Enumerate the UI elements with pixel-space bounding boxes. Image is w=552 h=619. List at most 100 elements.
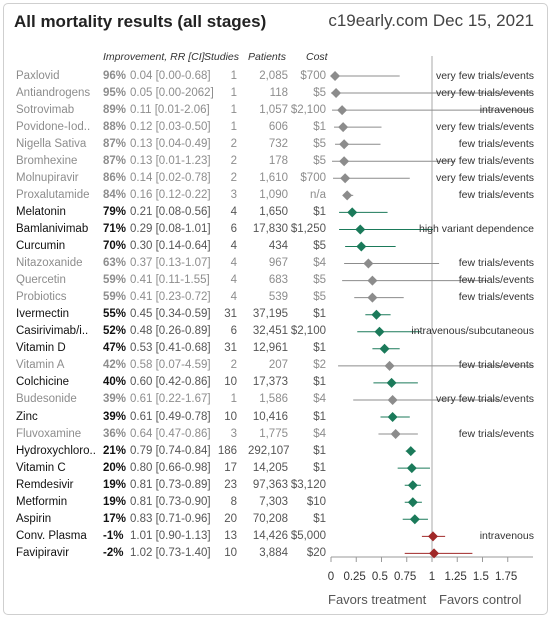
point-estimate-diamond xyxy=(342,190,353,201)
cell-name: Melatonin xyxy=(16,205,66,218)
cell-rr-text: 0.16 [0.12-0.22] xyxy=(130,188,211,201)
cell-studies: 10 xyxy=(224,376,237,389)
point-estimate-diamond xyxy=(407,497,418,508)
row-note: few trials/events xyxy=(458,137,534,150)
cell-name: Probiotics xyxy=(16,291,67,304)
cell-studies: 6 xyxy=(230,325,237,338)
x-tick-label: 0.25 xyxy=(343,571,366,583)
cell-cost: $5 xyxy=(313,274,326,287)
header-studies: Studies xyxy=(204,51,240,63)
cell-cost: $2,100 xyxy=(290,325,326,338)
cell-improvement: 21% xyxy=(103,444,127,457)
cell-patients: 97,363 xyxy=(252,478,288,491)
cell-studies: 1 xyxy=(230,69,237,82)
cell-cost: $2,100 xyxy=(290,103,326,116)
row-note: very few trials/events xyxy=(435,154,534,167)
cell-improvement: 39% xyxy=(103,410,127,423)
table-row: Molnupiravir 86% 0.14 [0.02-0.78] 2 1,610 $70… xyxy=(0,170,552,187)
cell-name: Remdesivir xyxy=(16,478,74,491)
cell-studies: 6 xyxy=(230,222,237,235)
table-row: Nitazoxanide 63% 0.37 [0.13-1.07] 4 967 $4 xyxy=(0,255,552,272)
favors-control-label: Favors control xyxy=(439,592,522,607)
cell-name: Ivermectin xyxy=(16,308,70,321)
table-row: Curcumin 70% 0.30 [0.14-0.64] 4 434 $5 xyxy=(0,238,552,255)
cell-patients: 292,107 xyxy=(248,444,290,457)
cell-studies: 4 xyxy=(230,274,237,287)
table-row: Colchicine 40% 0.60 [0.42-0.86] 10 17,373 $1 xyxy=(0,374,552,391)
row-note: very few trials/events xyxy=(435,120,534,133)
cell-improvement: 84% xyxy=(103,188,127,201)
cell-rr-text: 0.29 [0.08-1.01] xyxy=(130,222,211,235)
source-date: c19early.com Dec 15, 2021 xyxy=(328,11,534,30)
cell-studies: 13 xyxy=(224,529,237,542)
cell-name: Favipiravir xyxy=(16,546,70,559)
cell-improvement: 86% xyxy=(103,171,127,184)
cell-cost: $1 xyxy=(313,410,326,423)
chart-frame xyxy=(3,3,548,615)
point-estimate-diamond xyxy=(356,241,367,252)
cell-rr-text: 0.45 [0.34-0.59] xyxy=(130,308,211,321)
row-note: intravenous xyxy=(479,529,534,542)
cell-improvement: 96% xyxy=(103,69,127,82)
table-row: Bamlanivimab 71% 0.29 [0.08-1.01] 6 17,830 $1… xyxy=(0,221,552,238)
cell-cost: $5 xyxy=(313,154,326,167)
cell-cost: $5,000 xyxy=(290,529,326,542)
x-tick-label: 0.5 xyxy=(371,571,388,583)
cell-name: Zinc xyxy=(16,410,38,423)
cell-rr-text: 0.41 [0.11-1.55] xyxy=(130,274,210,287)
cell-improvement: 63% xyxy=(103,257,127,270)
cell-patients: 732 xyxy=(268,137,288,150)
point-estimate-diamond xyxy=(374,326,385,337)
point-estimate-diamond xyxy=(340,173,351,184)
table-row: Quercetin 59% 0.41 [0.11-1.55] 4 683 $5 xyxy=(0,272,552,289)
cell-improvement: 47% xyxy=(103,342,127,355)
cell-name: Vitamin D xyxy=(16,342,66,355)
point-estimate-diamond xyxy=(331,88,342,99)
x-tick-label: 0.75 xyxy=(393,571,417,583)
point-estimate-diamond xyxy=(386,377,397,388)
cell-rr-text: 0.12 [0.03-0.50] xyxy=(130,120,211,133)
cell-name: Fluvoxamine xyxy=(16,427,82,440)
point-estimate-diamond xyxy=(387,412,398,422)
cell-improvement: 42% xyxy=(103,359,127,372)
cell-studies: 1 xyxy=(230,120,237,133)
cell-cost: $1 xyxy=(313,376,326,389)
cell-studies: 3 xyxy=(230,427,237,440)
row-note: few trials/events xyxy=(458,257,534,270)
cell-name: Metformin xyxy=(16,495,68,508)
table-row: Budesonide 39% 0.61 [0.22-1.67] 1 1,586 $4 xyxy=(0,391,552,408)
point-estimate-diamond xyxy=(406,463,417,474)
cell-improvement: 19% xyxy=(103,478,127,491)
cell-rr-text: 0.41 [0.23-0.72] xyxy=(130,291,211,304)
cell-patients: 37,195 xyxy=(252,308,288,321)
cell-patients: 3,884 xyxy=(259,546,288,559)
cell-rr-text: 0.81 [0.73-0.89] xyxy=(130,478,211,491)
cell-improvement: 79% xyxy=(103,205,127,218)
cell-improvement: 95% xyxy=(103,86,127,99)
cell-patients: 12,961 xyxy=(252,342,288,355)
point-estimate-diamond xyxy=(338,122,349,133)
row-note: high variant dependence xyxy=(418,222,534,235)
cell-patients: 967 xyxy=(268,257,288,270)
cell-cost: $1 xyxy=(313,342,326,355)
cell-studies: 3 xyxy=(230,188,237,201)
cell-rr-text: 0.30 [0.14-0.64] xyxy=(130,240,211,252)
cell-rr-text: 0.48 [0.26-0.89] xyxy=(130,325,211,338)
table-row: Ivermectin 55% 0.45 [0.34-0.59] 31 37,195 $1 xyxy=(0,306,552,323)
cell-rr-text: 1.02 [0.73-1.40] xyxy=(130,546,211,559)
cell-improvement: 59% xyxy=(103,274,127,287)
cell-rr-text: 0.04 [0.00-0.68] xyxy=(130,69,211,82)
cell-name: Conv. Plasma xyxy=(16,529,87,542)
cell-cost: $5 xyxy=(313,291,326,304)
cell-patients: 1,586 xyxy=(259,393,288,406)
cell-improvement: 40% xyxy=(103,376,127,389)
cell-studies: 2 xyxy=(230,171,237,184)
cell-rr-text: 0.14 [0.02-0.78] xyxy=(130,171,211,184)
table-row: Aspirin 17% 0.83 [0.71-0.96] 20 70,208 $1 xyxy=(0,511,552,528)
cell-studies: 20 xyxy=(224,512,237,525)
table-row: Antiandrogens 95% 0.05 [0.00-2062] 1 118 $5 xyxy=(0,85,552,102)
cell-patients: 32,451 xyxy=(252,325,288,338)
cell-cost: $5 xyxy=(313,86,326,99)
cell-rr-text: 0.81 [0.73-0.90] xyxy=(130,495,211,508)
x-tick-label: 0 xyxy=(327,571,335,583)
